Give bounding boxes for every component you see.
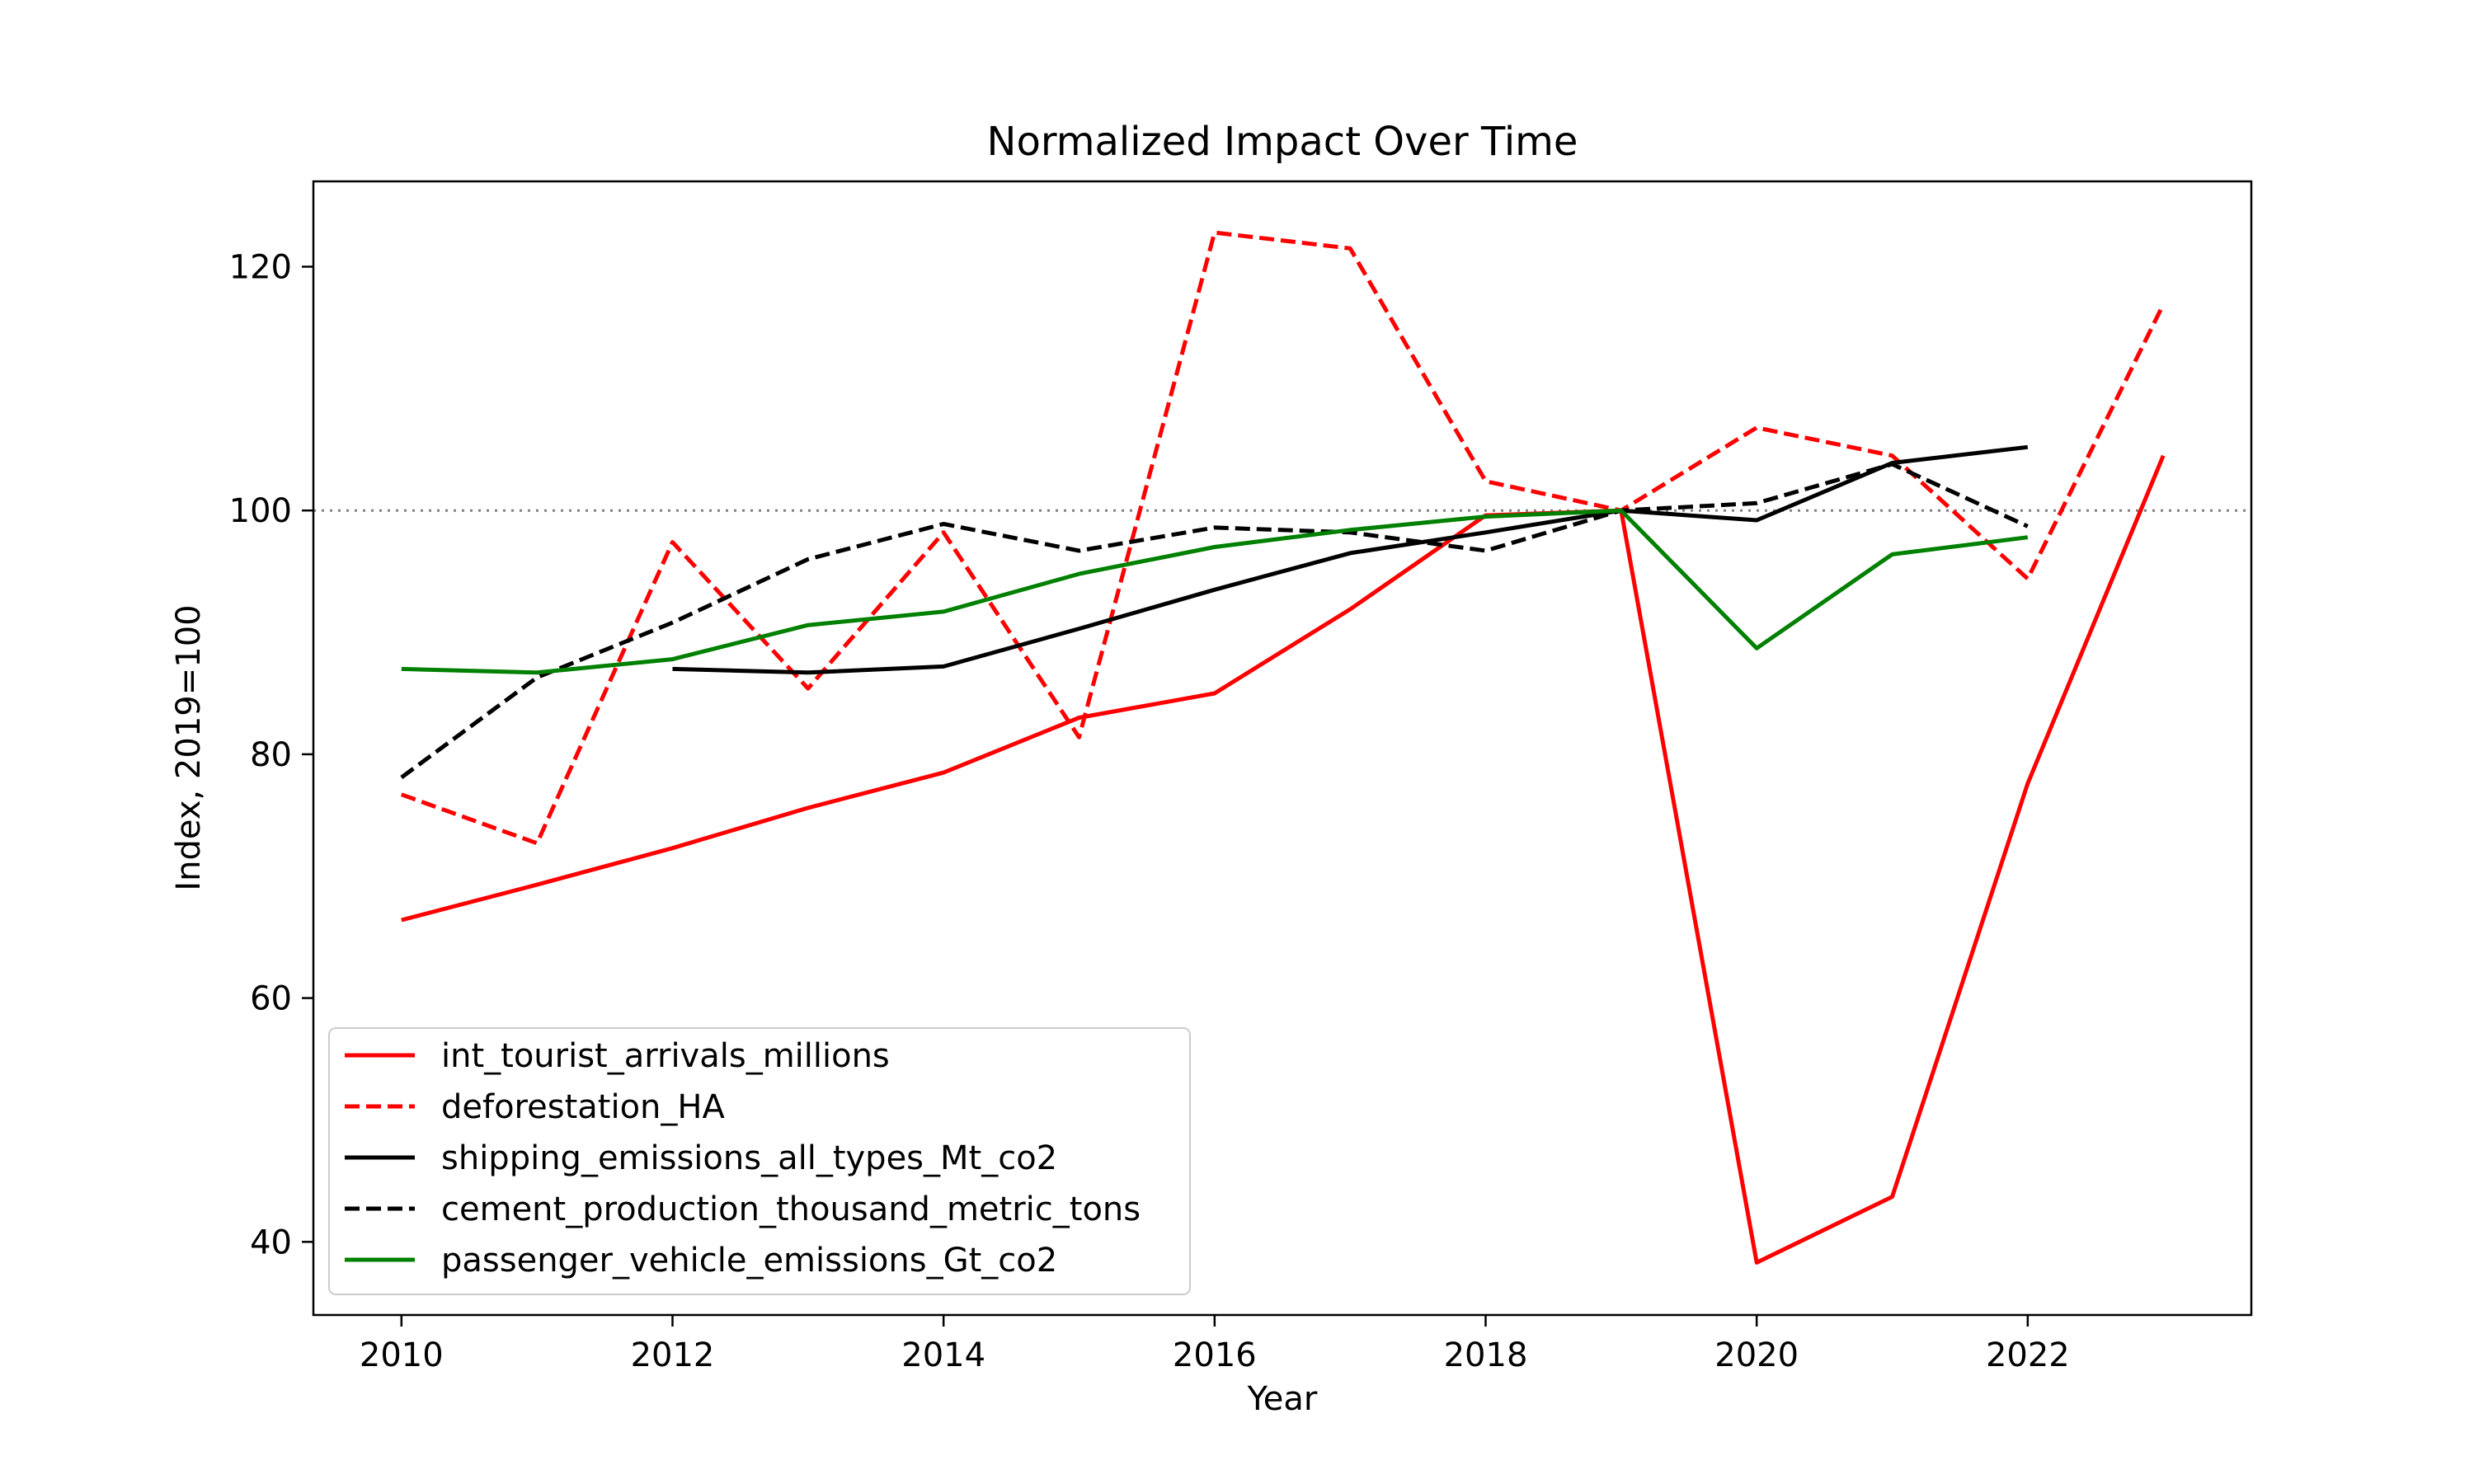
y-tick-label: 100 — [229, 492, 292, 530]
x-tick-label: 2018 — [1444, 1336, 1528, 1374]
legend-label: shipping_emissions_all_types_Mt_co2 — [441, 1139, 1057, 1177]
y-tick-label: 80 — [250, 736, 292, 774]
series-lines — [400, 230, 2166, 1265]
series-line-int-tourist-arrivals-millions — [401, 454, 2166, 1265]
legend-label: cement_production_thousand_metric_tons — [441, 1190, 1141, 1228]
y-tick-label: 40 — [250, 1223, 292, 1261]
x-tick-label: 2014 — [901, 1336, 985, 1374]
y-axis-title: Index, 2019=100 — [170, 604, 208, 890]
series-line-cement-production-thousand-metric-tons — [400, 462, 2029, 780]
x-axis-title: Year — [1247, 1380, 1318, 1418]
x-tick-label: 2010 — [360, 1336, 444, 1374]
series-line-deforestation-ha — [400, 230, 2166, 846]
legend-label: deforestation_HA — [441, 1088, 725, 1126]
plot-frame — [312, 180, 2253, 1317]
legend-frame — [328, 1027, 1191, 1295]
legend-label: passenger_vehicle_emissions_Gt_co2 — [441, 1242, 1057, 1280]
legend: int_tourist_arrivals_millions deforestati… — [328, 1027, 1191, 1295]
y-tick-label: 120 — [229, 248, 292, 286]
series-line-shipping-emissions-all-types-mt-co2 — [672, 444, 2029, 675]
x-tick-label: 2016 — [1173, 1336, 1257, 1374]
series-line-passenger-vehicle-emissions-gt-co2 — [401, 508, 2029, 675]
plot-area — [312, 180, 2253, 1317]
x-tick-label: 2020 — [1714, 1336, 1799, 1374]
x-tick-label: 2022 — [1986, 1336, 2070, 1374]
legend-label: int_tourist_arrivals_millions — [441, 1037, 890, 1075]
y-tick-label: 60 — [250, 980, 292, 1018]
x-tick-label: 2012 — [631, 1336, 715, 1374]
chart-title: Normalized Impact Over Time — [987, 119, 1578, 165]
x-axis: 2010 2012 2014 2016 2018 2020 2022 — [360, 1315, 2070, 1374]
y-axis: 40 60 80 100 120 — [229, 248, 313, 1261]
